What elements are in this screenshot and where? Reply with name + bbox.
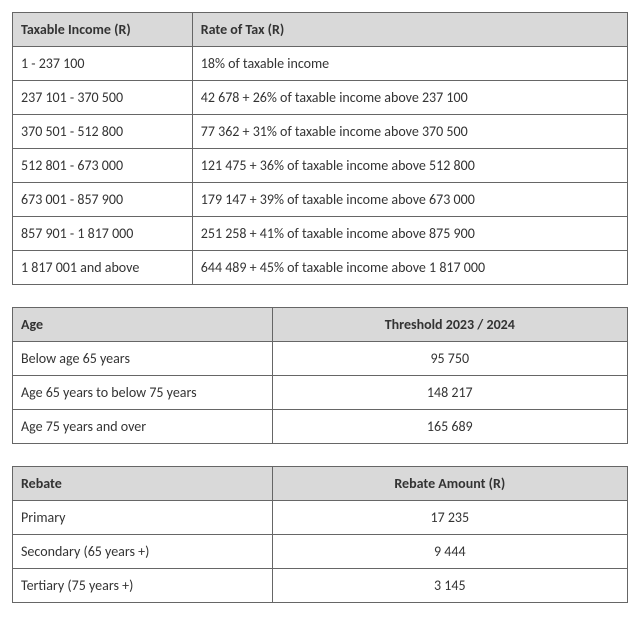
cell-tax-rate: 77 362 + 31% of taxable income above 370… <box>192 115 627 149</box>
table-row: 1 - 237 100 18% of taxable income <box>13 47 628 81</box>
cell-tax-rate: 251 258 + 41% of taxable income above 87… <box>192 217 627 251</box>
table-row: Primary 17 235 <box>13 501 628 535</box>
table-row: Tertiary (75 years +) 3 145 <box>13 569 628 603</box>
cell-tax-rate: 42 678 + 26% of taxable income above 237… <box>192 81 627 115</box>
table-row: 673 001 - 857 900 179 147 + 39% of taxab… <box>13 183 628 217</box>
col-header-threshold: Threshold 2023 / 2024 <box>272 308 627 342</box>
cell-rebate-amount: 17 235 <box>272 501 627 535</box>
cell-age-group: Age 75 years and over <box>13 410 273 444</box>
cell-rebate-amount: 9 444 <box>272 535 627 569</box>
col-header-taxable-income: Taxable Income (R) <box>13 13 193 47</box>
cell-income-range: 857 901 - 1 817 000 <box>13 217 193 251</box>
cell-rebate-type: Primary <box>13 501 273 535</box>
cell-income-range: 673 001 - 857 900 <box>13 183 193 217</box>
cell-rebate-type: Secondary (65 years +) <box>13 535 273 569</box>
cell-rebate-amount: 3 145 <box>272 569 627 603</box>
table-row: Age 75 years and over 165 689 <box>13 410 628 444</box>
cell-age-group: Age 65 years to below 75 years <box>13 376 273 410</box>
cell-tax-rate: 644 489 + 45% of taxable income above 1 … <box>192 251 627 285</box>
cell-age-group: Below age 65 years <box>13 342 273 376</box>
table-row: 1 817 001 and above 644 489 + 45% of tax… <box>13 251 628 285</box>
cell-income-range: 1 817 001 and above <box>13 251 193 285</box>
cell-income-range: 512 801 - 673 000 <box>13 149 193 183</box>
cell-income-range: 370 501 - 512 800 <box>13 115 193 149</box>
cell-tax-rate: 18% of taxable income <box>192 47 627 81</box>
col-header-rebate: Rebate <box>13 467 273 501</box>
table-row: 857 901 - 1 817 000 251 258 + 41% of tax… <box>13 217 628 251</box>
cell-threshold-value: 165 689 <box>272 410 627 444</box>
cell-tax-rate: 121 475 + 36% of taxable income above 51… <box>192 149 627 183</box>
rebate-table: Rebate Rebate Amount (R) Primary 17 235 … <box>12 466 628 603</box>
age-threshold-table: Age Threshold 2023 / 2024 Below age 65 y… <box>12 307 628 444</box>
table-row: 237 101 - 370 500 42 678 + 26% of taxabl… <box>13 81 628 115</box>
table-row: Secondary (65 years +) 9 444 <box>13 535 628 569</box>
table-row: 512 801 - 673 000 121 475 + 36% of taxab… <box>13 149 628 183</box>
cell-threshold-value: 95 750 <box>272 342 627 376</box>
cell-rebate-type: Tertiary (75 years +) <box>13 569 273 603</box>
table-row: 370 501 - 512 800 77 362 + 31% of taxabl… <box>13 115 628 149</box>
col-header-age: Age <box>13 308 273 342</box>
col-header-rate-of-tax: Rate of Tax (R) <box>192 13 627 47</box>
table-header-row: Rebate Rebate Amount (R) <box>13 467 628 501</box>
cell-income-range: 1 - 237 100 <box>13 47 193 81</box>
tax-brackets-table: Taxable Income (R) Rate of Tax (R) 1 - 2… <box>12 12 628 285</box>
table-row: Below age 65 years 95 750 <box>13 342 628 376</box>
col-header-rebate-amount: Rebate Amount (R) <box>272 467 627 501</box>
table-row: Age 65 years to below 75 years 148 217 <box>13 376 628 410</box>
cell-income-range: 237 101 - 370 500 <box>13 81 193 115</box>
cell-tax-rate: 179 147 + 39% of taxable income above 67… <box>192 183 627 217</box>
table-header-row: Age Threshold 2023 / 2024 <box>13 308 628 342</box>
cell-threshold-value: 148 217 <box>272 376 627 410</box>
table-header-row: Taxable Income (R) Rate of Tax (R) <box>13 13 628 47</box>
